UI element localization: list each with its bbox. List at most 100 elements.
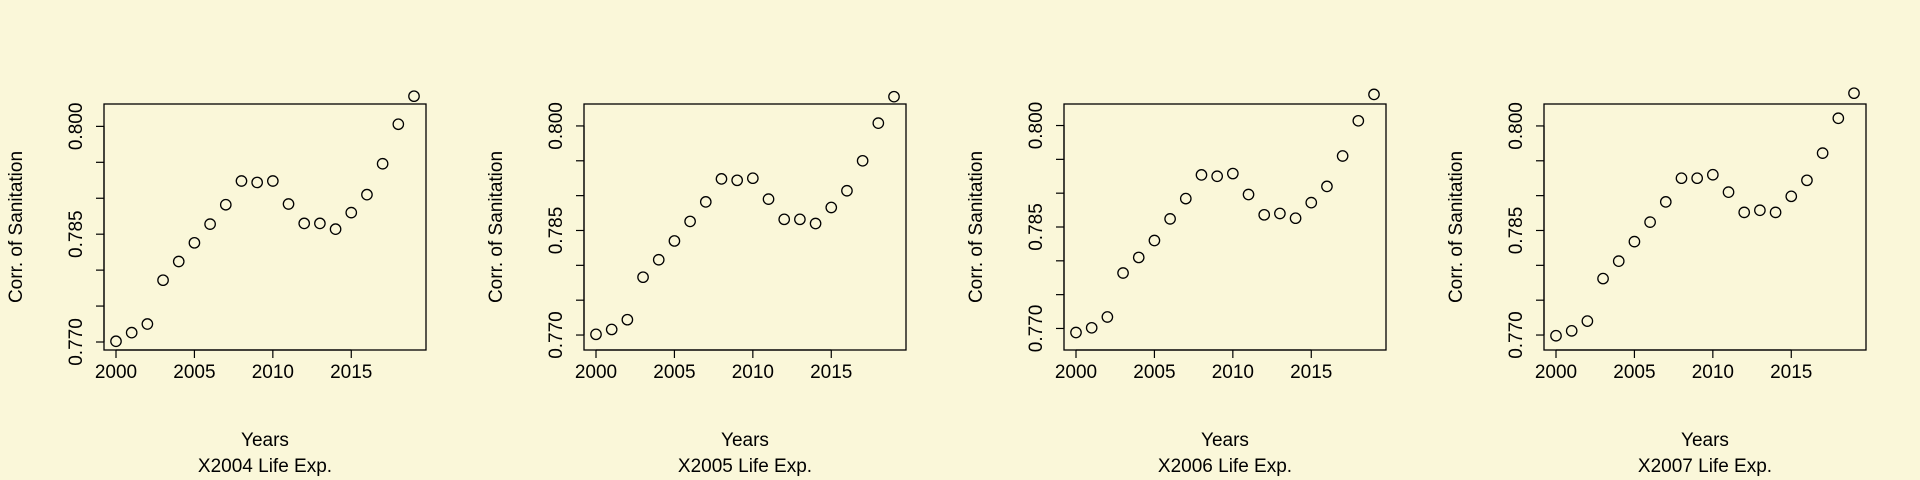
data-point <box>1659 196 1672 208</box>
data-point <box>1644 216 1656 228</box>
x-tick-label: 2000 <box>95 362 137 383</box>
data-point <box>715 173 728 185</box>
x-tick-label: 2005 <box>1133 362 1175 383</box>
data-point <box>1612 255 1625 268</box>
y-tick-label: 0.785 <box>546 207 567 255</box>
data-point <box>699 196 712 208</box>
y-tick-label: 0.770 <box>1506 311 1527 359</box>
plot-frame <box>103 103 427 351</box>
x-tick-label: 2005 <box>653 362 695 383</box>
data-point <box>157 274 169 287</box>
data-point <box>605 323 618 336</box>
panel-subtitle: X2004 Life Exp. <box>198 456 332 477</box>
plot-frame <box>583 103 907 351</box>
data-point <box>1691 172 1704 185</box>
data-point <box>1070 326 1082 339</box>
data-point <box>1368 88 1380 101</box>
data-point <box>762 193 775 205</box>
y-tick-label: 0.800 <box>66 103 87 151</box>
data-point <box>1581 315 1594 327</box>
y-tick-label: 0.770 <box>1026 305 1047 353</box>
data-point <box>794 213 806 226</box>
data-point <box>1148 234 1161 247</box>
data-point <box>1242 188 1255 201</box>
data-point <box>235 175 248 187</box>
x-tick-label: 2005 <box>1613 362 1655 383</box>
data-point <box>778 213 791 226</box>
data-point <box>408 90 420 103</box>
panel-subtitle: X2007 Life Exp. <box>1638 456 1772 477</box>
y-tick-label: 0.800 <box>1026 102 1047 150</box>
data-point <box>1816 147 1829 159</box>
data-point <box>1706 168 1719 181</box>
data-point <box>731 174 744 187</box>
data-point <box>172 255 185 268</box>
y-axis-label: Corr. of Sanitation <box>1446 151 1467 303</box>
y-tick-label: 0.785 <box>1026 203 1047 251</box>
panel-subtitle: X2005 Life Exp. <box>678 456 812 477</box>
data-point <box>1289 212 1302 225</box>
data-point <box>1195 169 1208 181</box>
data-point <box>188 236 201 249</box>
y-tick-label: 0.800 <box>546 102 567 150</box>
data-point <box>652 253 665 266</box>
data-point <box>1832 112 1845 125</box>
x-tick-label: 2010 <box>1212 362 1254 383</box>
x-tick-label: 2005 <box>173 362 215 383</box>
y-tick-label: 0.770 <box>546 311 567 359</box>
data-point <box>1754 204 1766 217</box>
data-point <box>841 184 853 197</box>
x-tick-label: 2000 <box>1535 362 1577 383</box>
data-point <box>1305 196 1318 209</box>
data-point <box>590 328 602 341</box>
data-point <box>392 118 405 131</box>
data-point <box>1848 87 1860 100</box>
data-point <box>1321 180 1333 193</box>
data-point <box>345 206 358 219</box>
data-point <box>856 154 869 167</box>
data-point <box>361 188 373 201</box>
data-point <box>204 218 216 230</box>
x-tick-label: 2010 <box>1692 362 1734 383</box>
data-point <box>1738 206 1751 219</box>
y-axis-label: Corr. of Sanitation <box>6 151 27 303</box>
data-point <box>684 215 696 228</box>
data-point <box>1101 311 1114 323</box>
x-axis-label: Years <box>721 430 769 451</box>
scatter-panel-1: 2000 2005 2010 2015 0.770 0.785 0.800 Years X200… <box>6 90 427 477</box>
data-point <box>621 313 634 326</box>
plot-frame <box>1543 103 1867 351</box>
data-point <box>1675 172 1688 185</box>
data-point <box>376 157 389 170</box>
x-tick-label: 2000 <box>575 362 617 383</box>
x-tick-label: 2015 <box>330 362 372 383</box>
data-point <box>1179 192 1192 205</box>
x-tick-label: 2015 <box>810 362 852 383</box>
data-point <box>746 172 759 185</box>
x-axis-label: Years <box>241 430 289 451</box>
data-point <box>110 335 122 348</box>
data-point <box>1336 150 1349 162</box>
x-axis-label: Years <box>1201 430 1249 451</box>
data-point <box>1769 206 1782 219</box>
scatter-panel-3: 2000 2005 2010 2015 0.770 0.785 0.800 Years X200… <box>966 88 1387 477</box>
data-point <box>1117 267 1129 279</box>
scatter-panel-4: 2000 2005 2010 2015 0.770 0.785 0.800 Years X200… <box>1446 87 1867 477</box>
data-point <box>266 175 279 187</box>
data-point <box>825 201 838 214</box>
x-tick-label: 2010 <box>732 362 774 383</box>
data-point <box>809 217 822 230</box>
data-point <box>1211 170 1224 183</box>
y-tick-label: 0.785 <box>66 210 87 258</box>
data-point <box>1352 114 1365 127</box>
data-point <box>1226 167 1239 180</box>
data-point <box>637 271 649 284</box>
y-axis-label: Corr. of Sanitation <box>486 151 507 303</box>
data-point <box>668 235 681 247</box>
y-axis-label: Corr. of Sanitation <box>966 151 987 303</box>
y-tick-label: 0.770 <box>66 318 87 366</box>
data-point <box>1597 272 1609 285</box>
scatter-panel-2: 2000 2005 2010 2015 0.770 0.785 0.800 Years X200… <box>486 90 907 477</box>
data-point <box>872 117 885 130</box>
